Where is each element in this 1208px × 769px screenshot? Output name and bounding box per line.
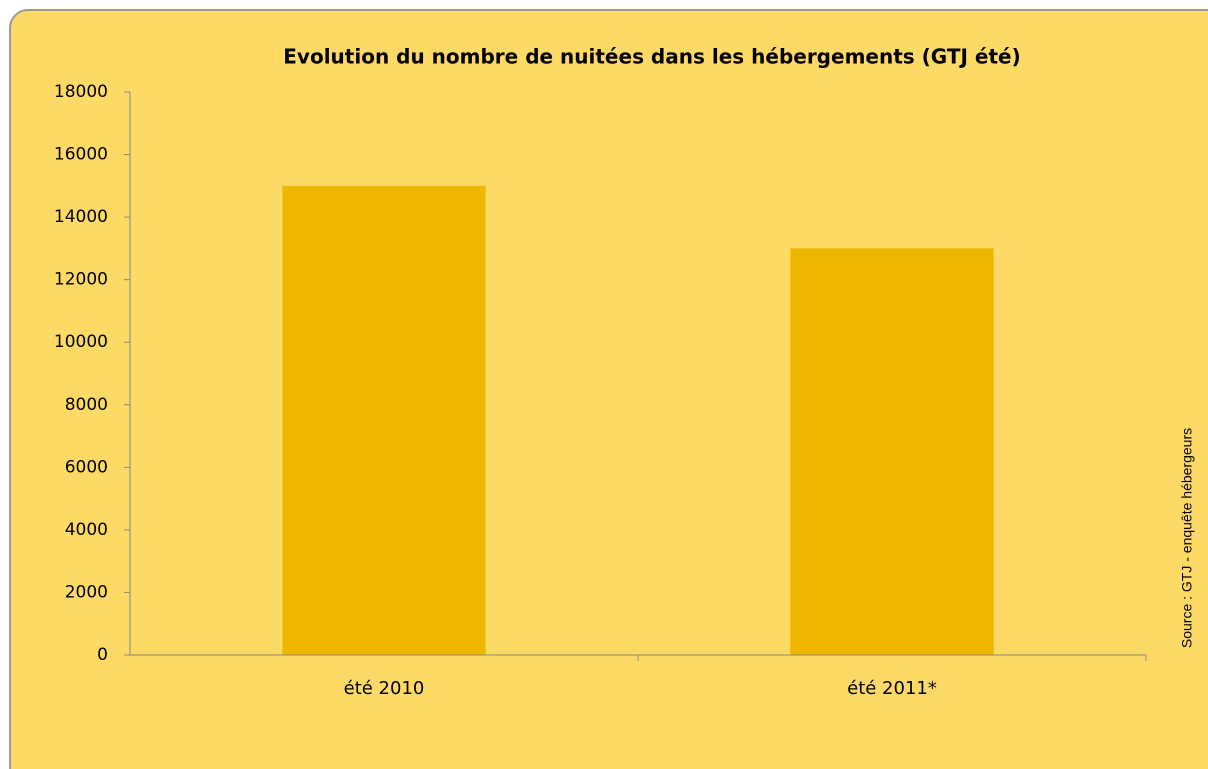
y-tick-label: 14000: [54, 207, 108, 227]
x-tick-label: été 2011*: [847, 678, 937, 699]
y-tick-label: 0: [97, 645, 108, 665]
y-tick-label: 4000: [65, 520, 108, 540]
bar: [790, 248, 994, 655]
chart-title: Evolution du nombre de nuitées dans les …: [283, 45, 1020, 69]
x-tick-label: été 2010: [344, 678, 425, 699]
y-tick-label: 2000: [65, 582, 108, 602]
y-tick-label: 6000: [65, 457, 108, 477]
y-tick-label: 12000: [54, 270, 108, 290]
source-note: Source : GTJ - enquête hébergeurs: [1179, 428, 1195, 648]
y-tick-label: 18000: [54, 82, 108, 102]
y-tick-label: 8000: [65, 395, 108, 415]
bar: [282, 185, 486, 656]
y-tick-label: 10000: [54, 332, 108, 352]
y-tick-label: 16000: [54, 145, 108, 165]
